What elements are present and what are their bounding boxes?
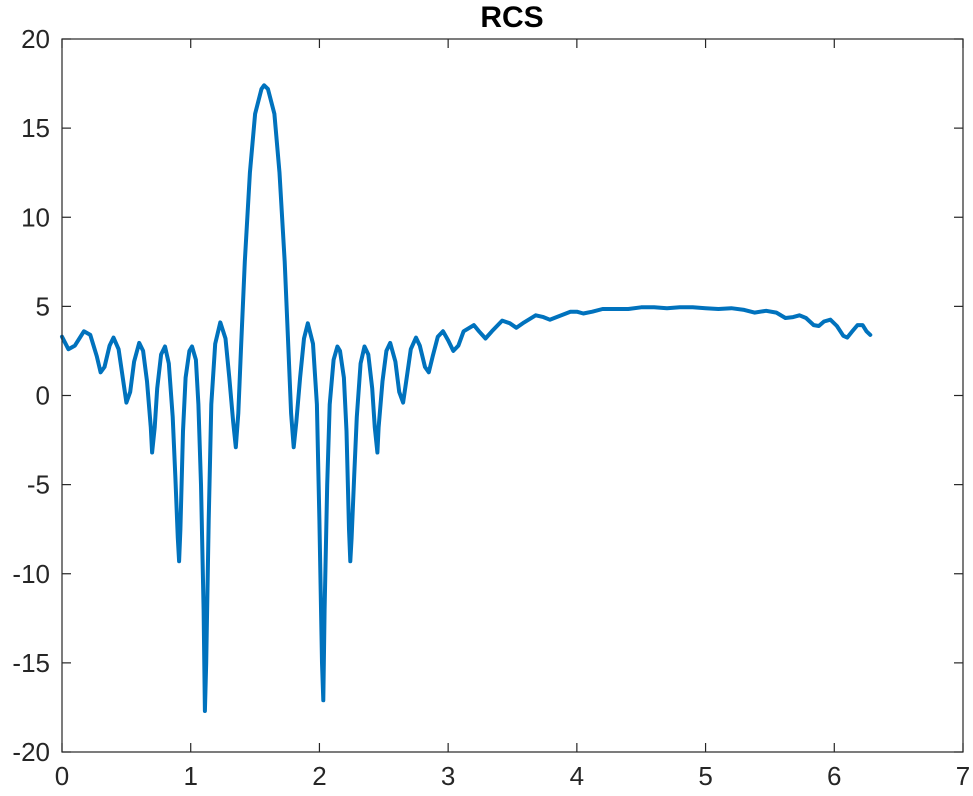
y-tick-label: -5 [27,470,50,500]
y-tick-label: 10 [21,202,50,232]
x-tick-label: 2 [312,761,326,791]
x-tick-label: 0 [55,761,69,791]
x-tick-label: 6 [827,761,841,791]
series-line-1 [60,83,873,713]
x-tick-label: 3 [441,761,455,791]
x-tick-label: 1 [183,761,197,791]
x-tick-label: 5 [698,761,712,791]
x-tick-label: 4 [570,761,584,791]
x-tick-label: 7 [956,761,970,791]
y-tick-label: 0 [36,381,50,411]
y-tick-label: 5 [36,291,50,321]
y-tick-label: 20 [21,24,50,54]
y-tick-label: -20 [12,737,50,767]
y-tick-label: 15 [21,113,50,143]
plot-area [60,83,873,713]
y-tick-label: -15 [12,648,50,678]
axes: 0 1 2 3 4 5 6 7 -20 -15 -10 -5 0 5 10 15 20 [12,24,970,791]
chart-title: RCS [480,1,543,34]
y-tick-label: -10 [12,559,50,589]
